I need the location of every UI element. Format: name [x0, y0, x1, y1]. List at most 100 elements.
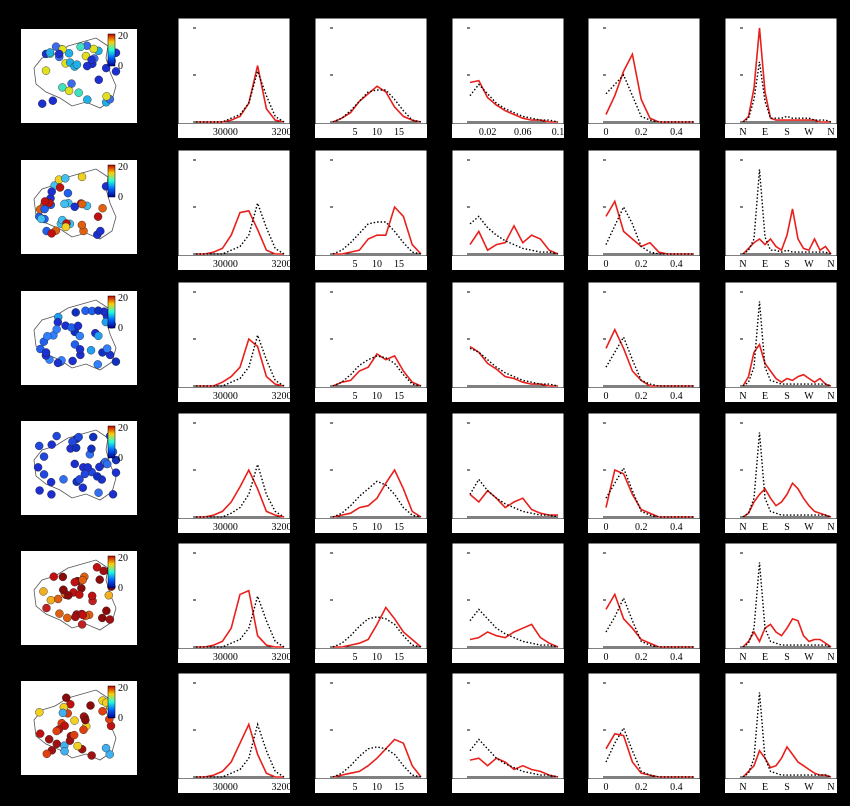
station-dot — [104, 591, 114, 600]
xtick-strip — [178, 779, 290, 793]
station-dot — [103, 459, 112, 469]
station-dot — [105, 615, 115, 624]
station-dot — [55, 609, 64, 618]
station-dot — [77, 220, 87, 230]
station-dot — [94, 306, 103, 315]
xtick-label: S — [784, 782, 790, 793]
series-line-cluster — [332, 85, 422, 123]
station-dot — [35, 486, 44, 495]
station-dot — [46, 595, 56, 605]
station-dot — [80, 469, 90, 479]
xtick-label: W — [804, 782, 814, 793]
plot-frame — [724, 17, 838, 125]
xtick-label: 15 — [394, 652, 404, 663]
xtick-strip — [315, 388, 427, 402]
xtick-strip — [725, 519, 837, 533]
station-map: 20 0 — [20, 550, 138, 646]
station-dot — [64, 49, 74, 58]
ytick-label: 50 % — [703, 679, 724, 690]
station-dot — [75, 331, 85, 341]
ytick-label: 0 % — [435, 643, 451, 654]
plot-panel: 0 % 25 % 50 % N E S W N — [703, 672, 838, 793]
ytick-label: 0 % — [161, 250, 177, 261]
xtick-label: W — [804, 259, 814, 270]
ytick-label: 50 % — [156, 679, 177, 690]
plot-panel: 0 % 25 % 50 % 30000 32000 — [156, 412, 297, 533]
plot-panel: 0 % 25 % 50 % 5 10 15 — [293, 281, 428, 402]
station-dot — [92, 563, 102, 572]
ytick-label: 0 % — [435, 382, 451, 393]
xtick-label: N — [739, 522, 746, 533]
station-dot — [96, 226, 105, 236]
xtick-label: W — [804, 652, 814, 663]
xtick-strip — [588, 519, 700, 533]
station-dot — [47, 490, 56, 499]
series-line-cluster — [742, 342, 832, 387]
series-line-climatology — [605, 73, 694, 123]
station-dot — [35, 708, 44, 717]
xtick-label: 0 — [604, 127, 609, 138]
xtick-label: 0 — [604, 391, 609, 402]
station-dot — [70, 340, 80, 349]
plot-panel: 0 % 25 % 50 % 0 0.2 0.4 — [566, 17, 701, 138]
colorbar-tick-max: 20 — [118, 31, 128, 42]
xtick-label: 10 — [372, 782, 382, 793]
colorbar-tick-max: 20 — [118, 683, 128, 694]
station-dot — [58, 83, 67, 92]
station-dot — [93, 472, 102, 481]
plot-panel: 0 % 25 % 50 % — [430, 542, 565, 663]
station-dot — [111, 468, 121, 477]
ytick-label: 25 % — [156, 726, 177, 737]
station-dot — [74, 432, 83, 442]
ytick-label: 50 % — [293, 679, 314, 690]
plot-panel: 0 % 25 % 50 % N E S W N — [703, 149, 838, 270]
xtick-label: N — [739, 391, 746, 402]
ytick-label: 50 % — [156, 419, 177, 430]
map-frame — [20, 680, 138, 776]
xtick-label: E — [762, 782, 768, 793]
station-dot — [39, 470, 49, 479]
station-map: 20 0 — [20, 680, 138, 776]
ytick-label: 0 % — [708, 513, 724, 524]
station-dot — [70, 716, 79, 725]
xtick-label: N — [827, 259, 834, 270]
xtick-label: W — [804, 127, 814, 138]
plot-panel: 0 % 25 % 50 % N E S W N — [703, 542, 838, 663]
colorbar — [107, 295, 116, 329]
ytick-label: 25 % — [293, 335, 314, 346]
station-dot — [79, 725, 88, 735]
station-dot — [75, 475, 84, 484]
xtick-label: E — [762, 652, 768, 663]
series-line-climatology — [605, 205, 694, 255]
xtick-label: S — [784, 259, 790, 270]
series-line-cluster — [196, 468, 285, 518]
station-dot — [58, 708, 68, 718]
station-dot — [81, 715, 90, 725]
plot-panel: 0 % 25 % 50 % 5 10 15 — [293, 672, 428, 793]
station-dot — [70, 459, 79, 469]
station-dot — [37, 214, 46, 224]
ytick-label: 25 % — [430, 726, 451, 737]
station-dot — [95, 575, 104, 584]
station-dot — [48, 96, 58, 105]
xtick-label: 30000 — [213, 652, 238, 663]
colorbar — [107, 425, 116, 459]
station-dot — [102, 606, 111, 615]
colorbar — [107, 164, 116, 198]
ytick-label: 25 % — [566, 71, 587, 82]
station-dot — [95, 462, 104, 472]
series-line-climatology — [742, 432, 832, 518]
station-dot — [38, 99, 47, 108]
xtick-label: 0.4 — [670, 391, 683, 402]
colorbar-tick-max: 20 — [118, 293, 128, 304]
xtick-strip — [315, 779, 427, 793]
xtick-label: E — [762, 259, 768, 270]
xtick-strip — [452, 256, 564, 270]
station-dot — [40, 197, 50, 206]
xtick-strip — [178, 388, 290, 402]
plot-panel: 0 % 25 % 50 % 0 0.2 0.4 — [566, 542, 701, 663]
ytick-label: 25 % — [430, 203, 451, 214]
station-dot — [86, 701, 95, 710]
station-dot — [60, 199, 69, 209]
